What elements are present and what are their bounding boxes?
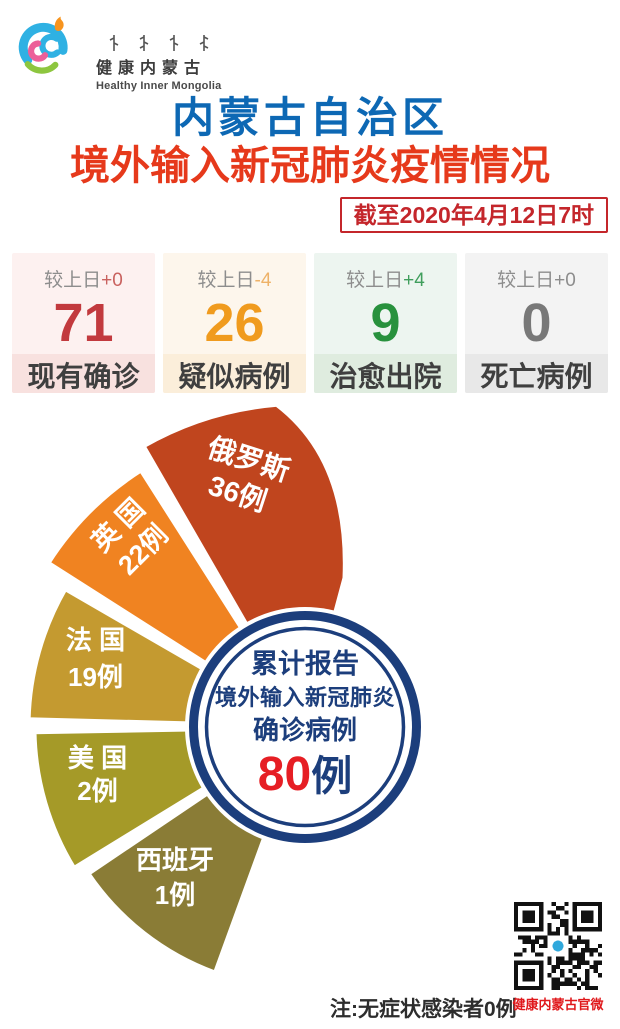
delta-value: +4 (403, 270, 425, 291)
stat-card-deaths: 较上日+0 0 死亡病例 (465, 253, 608, 393)
stat-card-suspected: 较上日-4 26 疑似病例 (163, 253, 306, 393)
stat-card-confirmed: 较上日+0 71 现有确诊 (12, 253, 155, 393)
summary-line-2: 境外输入新冠肺炎 (214, 685, 395, 710)
delta-row: 较上日-4 (197, 270, 272, 291)
qr-code-pattern (514, 902, 602, 990)
stat-label: 治愈出院 (314, 354, 457, 393)
stat-cards: 较上日+0 71 现有确诊 较上日-4 26 疑似病例 较上日+4 9 治愈出院… (12, 253, 608, 393)
logo: 健康内蒙古 Healthy Inner Mongolia (14, 12, 284, 92)
stat-value: 71 (53, 293, 114, 353)
stat-value: 0 (521, 293, 552, 353)
slice-label-spain: 西班牙 1例 (135, 845, 214, 910)
summary-total: 80例 (210, 747, 400, 814)
delta-row: 较上日+0 (497, 270, 576, 291)
mongolian-script-icon (109, 35, 209, 51)
delta-value: -4 (254, 270, 272, 291)
delta-value: +0 (101, 270, 123, 291)
slice-label-france: 法 国 19例 (65, 625, 126, 692)
as-of-date-badge: 截至2020年4月12日7时 (339, 197, 608, 233)
center-ring-inner (204, 626, 406, 828)
summary-line-1: 累计报告 (251, 649, 359, 679)
page-title-subject: 境外输入新冠肺炎疫情情况 (70, 144, 550, 188)
stat-label: 疑似病例 (163, 354, 306, 393)
stat-value: 9 (370, 293, 401, 353)
chart-center-summary: 累计报告 境外输入新冠肺炎 确诊病例 80例 (210, 646, 400, 814)
asymptomatic-note: 注:无症状感染者0例 (330, 998, 517, 1021)
stat-label: 死亡病例 (465, 354, 608, 393)
qr-code (514, 902, 602, 990)
logo-name-en: Healthy Inner Mongolia (96, 80, 222, 92)
center-ring-outer (189, 611, 421, 843)
delta-row: 较上日+0 (44, 270, 123, 291)
slice-label-usa: 美 国 2例 (67, 743, 128, 806)
total-number: 80 (257, 748, 312, 801)
summary-line-3: 确诊病例 (252, 715, 357, 745)
center-disc (185, 607, 425, 847)
qr-code-label: 健康内蒙古官微 (512, 997, 604, 1012)
healthy-inner-mongolia-logo-icon (18, 16, 68, 74)
total-unit: 例 (311, 753, 353, 799)
page-title-region: 内蒙古自治区 (171, 94, 448, 141)
logo-name-cn: 健康内蒙古 (96, 60, 207, 77)
stat-value: 26 (204, 293, 265, 353)
stat-card-recovered: 较上日+4 9 治愈出院 (314, 253, 457, 393)
delta-value: +0 (554, 270, 576, 291)
stat-label: 现有确诊 (12, 354, 155, 393)
delta-row: 较上日+4 (346, 270, 425, 291)
